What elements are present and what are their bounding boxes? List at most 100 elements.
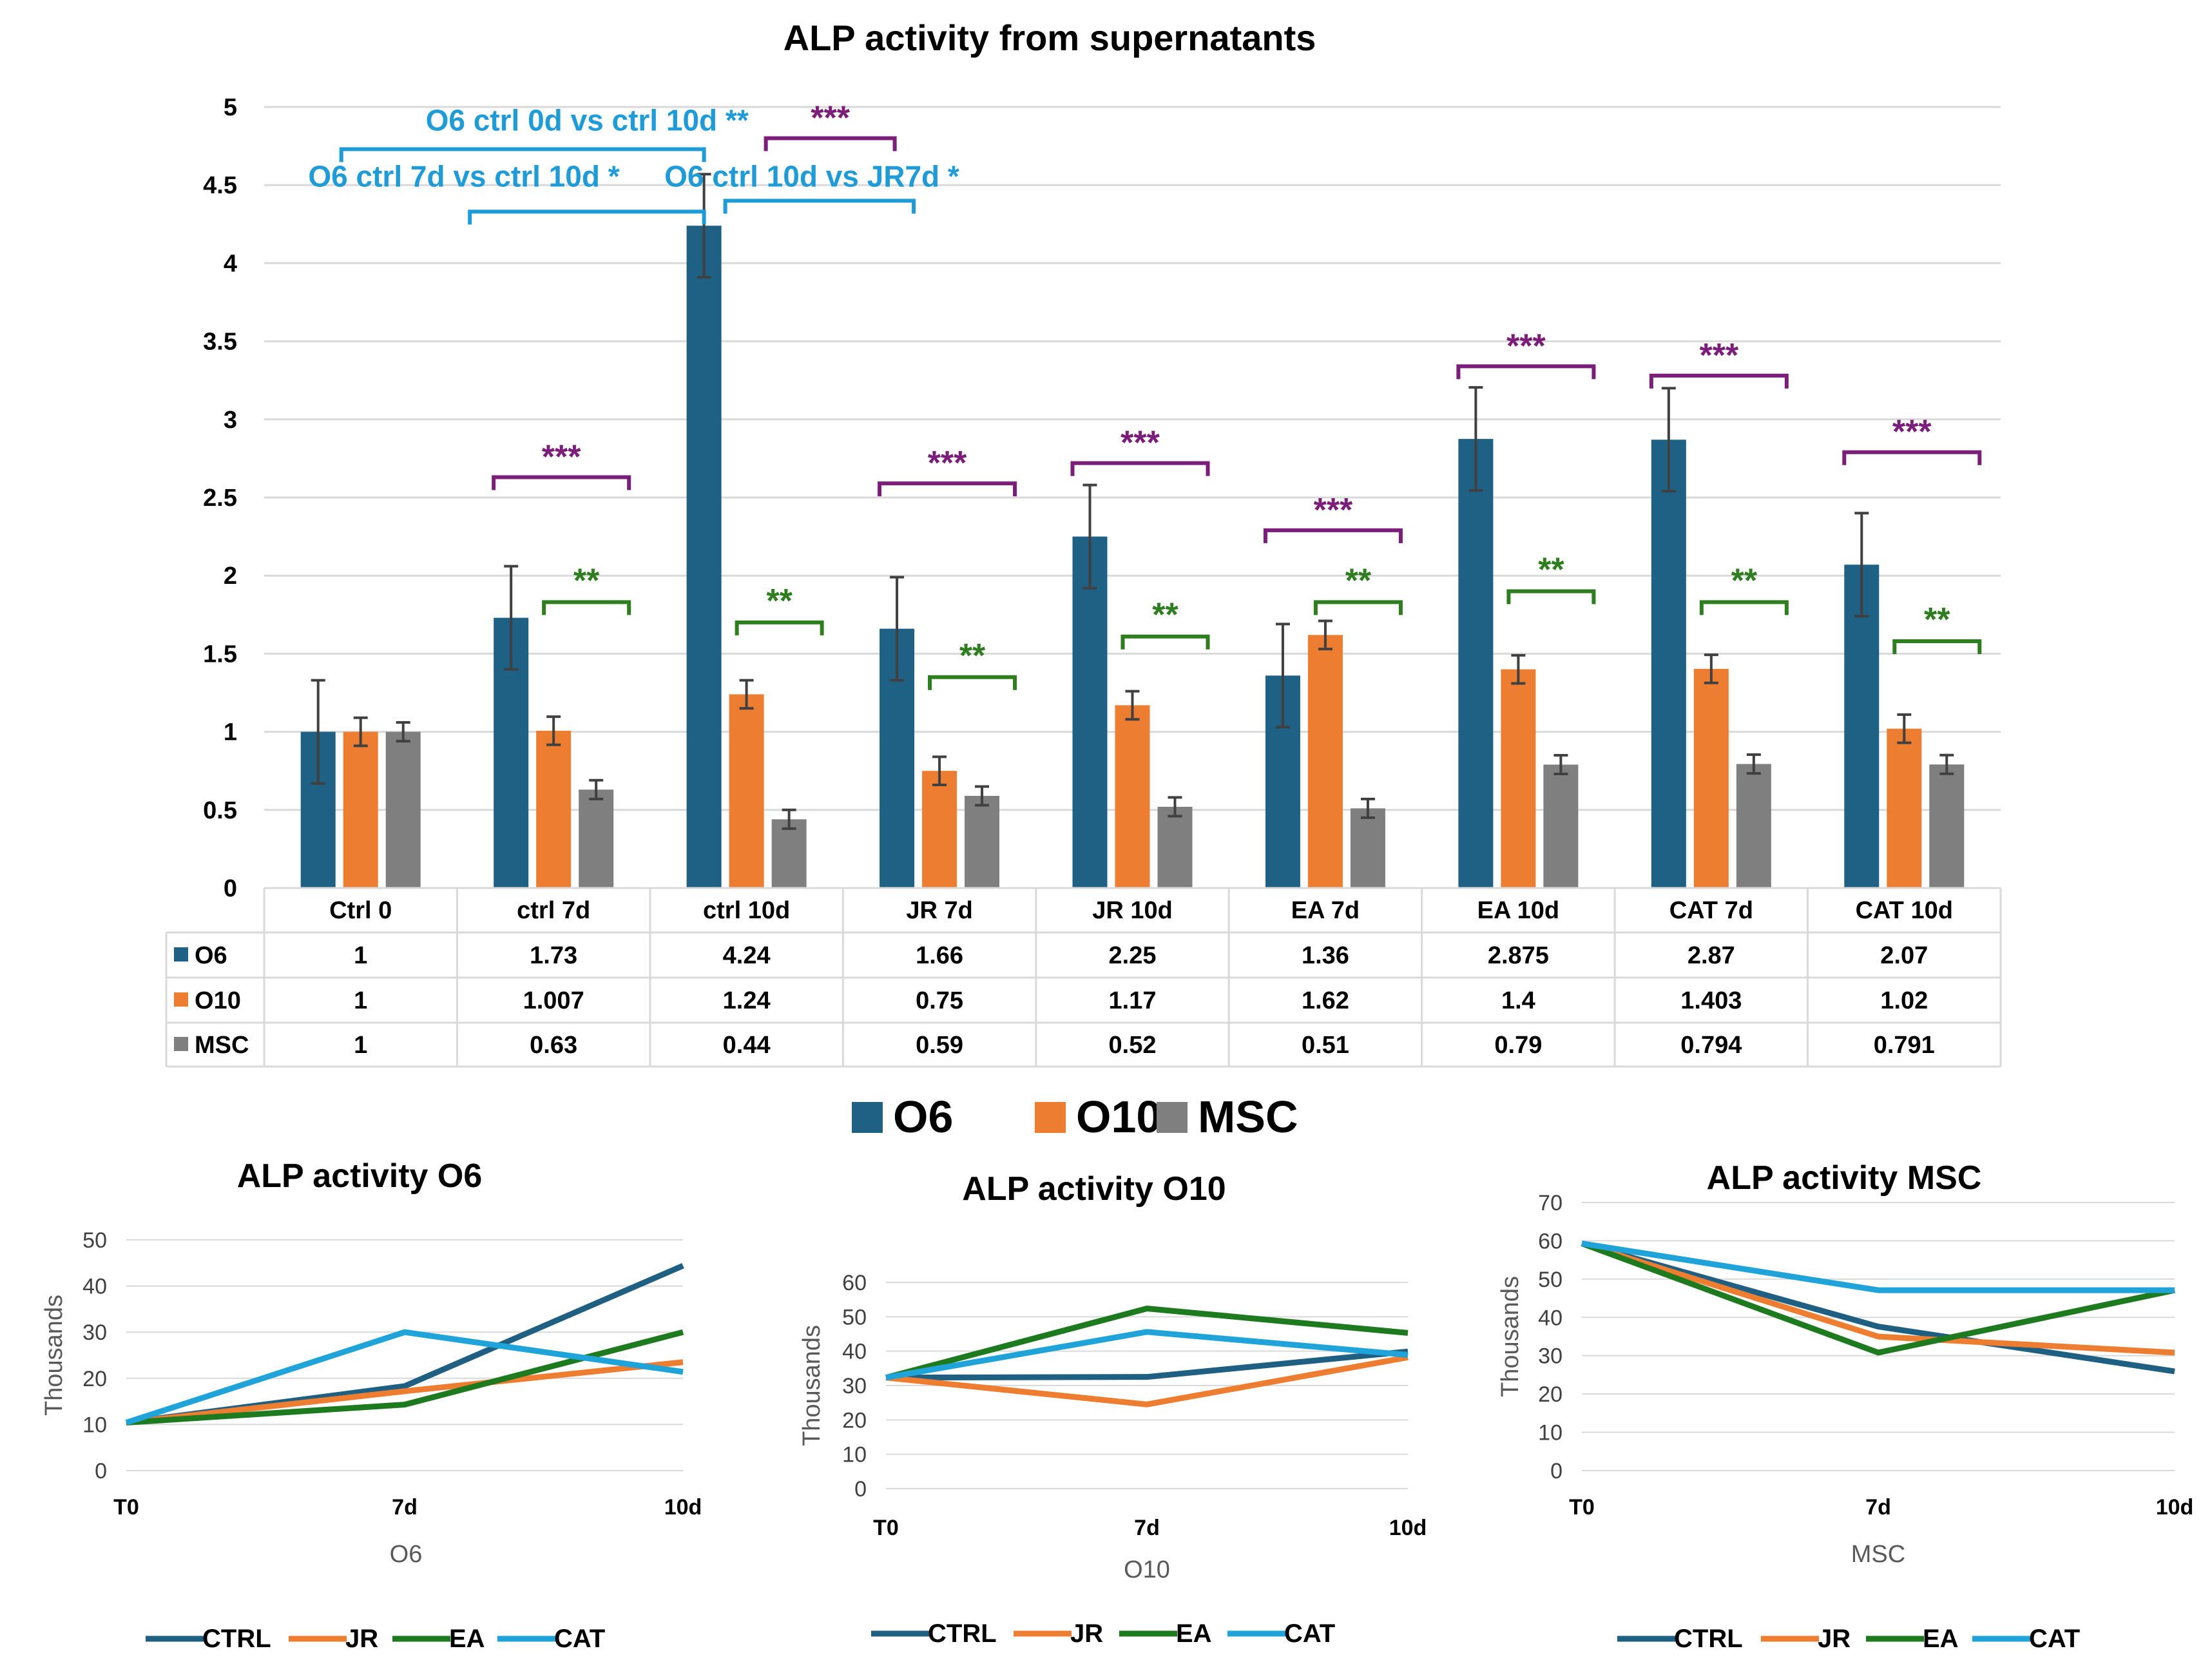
annotation--purple: *** (1263, 492, 1403, 543)
legend-label-ctrl: CTRL (1674, 1625, 1743, 1653)
annotation--purple: *** (1649, 337, 1789, 389)
legend-label-ctrl: CTRL (202, 1625, 271, 1653)
legend-label-jr: JR (1070, 1619, 1103, 1648)
bar-msc-ctrl-10d (771, 819, 807, 888)
annotation-o6-ctrl-7d-vs-ctrl-10d-blue: O6 ctrl 7d vs ctrl 10d * (308, 160, 706, 225)
error-bar-o10-cat-10d (1897, 713, 1912, 744)
error-bar-o6-cat-7d (1661, 387, 1676, 493)
line-chart-o6: ALP activity O6 0 10 20 30 40 50 T0 7d 10d O6 Thous… (41, 1157, 702, 1653)
annotation--purple: *** (878, 445, 1017, 497)
table-series-label-o10: O10 (195, 987, 241, 1014)
y-axis-label: Thousands (1497, 1276, 1524, 1397)
annotation-o6-ctrl-0d-vs-ctrl-10d-blue: O6 ctrl 0d vs ctrl 10d ** (339, 103, 749, 162)
annotation-text: *** (1892, 414, 1932, 451)
data-label-o6-cat-10d: 2.07 (1880, 942, 1928, 969)
y-tick-label: 20 (82, 1367, 107, 1391)
annotation--green: ** (542, 562, 631, 615)
main-bar-chart: ALP activity from supernatants 00.511.52… (165, 17, 2002, 1142)
legend-label-jr: JR (1818, 1625, 1851, 1653)
significance-bracket (492, 475, 631, 490)
significance-bracket (1313, 600, 1403, 615)
y-tick-label: 40 (82, 1275, 107, 1299)
annotation-o6-ctrl-10d-vs-jr7d-blue: O6 ctrl 10d vs JR7d * (664, 160, 959, 214)
error-bar-o10-jr-7d (932, 755, 947, 787)
table-series-label-o6: O6 (195, 942, 227, 969)
y-tick-label: 20 (1538, 1382, 1563, 1407)
bar-o10-ea-7d (1307, 635, 1343, 888)
error-bar-o10-cat-7d (1704, 653, 1718, 684)
y-tick-label: 3.5 (203, 329, 237, 356)
y-tick-label: 50 (82, 1228, 107, 1253)
series-line-ea (1581, 1241, 2175, 1356)
y-tick-label: 0 (224, 875, 237, 902)
significance-bracket (542, 600, 631, 615)
x-tick-label: T0 (113, 1495, 139, 1520)
significance-bracket (1649, 373, 1789, 389)
bar-msc-ctrl-7d (579, 789, 614, 888)
annotation--green: ** (1699, 562, 1789, 615)
data-label-o6-ctrl-0: 1 (354, 942, 367, 969)
y-tick-label: 50 (1538, 1268, 1563, 1292)
category-label-ea-10d: EA 10d (1477, 897, 1559, 924)
bar-msc-jr-7d (965, 795, 1000, 888)
error-bar-msc-jr-10d (1168, 796, 1182, 818)
x-axis-label: O6 (390, 1541, 423, 1568)
data-label-o6-ctrl-7d: 1.73 (530, 942, 577, 969)
legend-label-o6: O6 (893, 1092, 953, 1142)
y-tick-label: 0 (1550, 1459, 1563, 1483)
error-bar-o10-ctrl-0 (353, 716, 368, 748)
bar-msc-cat-10d (1929, 764, 1965, 888)
main-legend: O6 O10 MSC (852, 1092, 1298, 1142)
category-label-ctrl-7d: ctrl 7d (517, 897, 590, 924)
legend-swatch-o10 (1035, 1102, 1066, 1133)
significance-bracket (723, 198, 916, 214)
category-label-jr-10d: JR 10d (1092, 897, 1173, 924)
error-bar-msc-jr-7d (975, 785, 990, 807)
data-label-o6-cat-7d: 2.87 (1688, 942, 1735, 969)
data-label-o10-ctrl-7d: 1.007 (523, 987, 584, 1014)
x-tick-label: 10d (664, 1495, 702, 1520)
y-axis-label: Thousands (41, 1295, 68, 1416)
bar-o10-cat-7d (1693, 668, 1729, 888)
x-tick-label: 7d (1865, 1495, 1891, 1520)
annotation--purple: *** (1842, 414, 1982, 465)
series-line-cat (125, 1329, 684, 1425)
line-chart-title: ALP activity MSC (1707, 1159, 1982, 1197)
significance-bracket (339, 147, 706, 162)
data-label-msc-ctrl-7d: 0.63 (530, 1032, 577, 1059)
bar-o10-jr-7d (922, 771, 957, 888)
y-tick-label: 10 (1538, 1421, 1563, 1445)
significance-bracket (1506, 589, 1596, 604)
annotation-text: O6 ctrl 0d vs ctrl 10d ** (426, 103, 749, 137)
line-chart-o10: ALP activity O10 0 10 20 30 40 50 60 T0 7d 10d O10 T… (798, 1170, 1427, 1648)
annotation-text: *** (542, 438, 581, 476)
legend-label-cat: CAT (1284, 1619, 1335, 1648)
annotation--green: ** (1892, 601, 1982, 655)
error-bar-msc-cat-10d (1939, 753, 1954, 775)
error-bar-msc-cat-7d (1746, 753, 1761, 775)
error-bar-msc-ctrl-10d (782, 808, 796, 830)
y-tick-label: 40 (842, 1340, 867, 1364)
bar-o6-cat-10d (1844, 565, 1880, 888)
x-tick-label: 7d (392, 1495, 418, 1520)
category-label-ctrl-0: Ctrl 0 (329, 897, 392, 924)
legend-label-ea: EA (449, 1625, 485, 1653)
bar-o10-ea-10d (1501, 669, 1536, 888)
y-tick-label: 20 (842, 1408, 867, 1433)
data-label-msc-ctrl-10d: 0.44 (723, 1032, 771, 1059)
table-series-label-msc: MSC (195, 1032, 249, 1059)
significance-bracket (1120, 634, 1210, 650)
table-key-o10 (174, 992, 188, 1007)
legend-label-cat: CAT (554, 1625, 605, 1653)
annotation-text: *** (1506, 327, 1546, 365)
y-tick-label: 4 (224, 250, 237, 277)
bar-o10-jr-10d (1115, 705, 1150, 888)
x-tick-label: T0 (873, 1516, 899, 1540)
x-axis-label: O10 (1124, 1556, 1170, 1583)
annotation--green: ** (928, 637, 1017, 690)
data-label-msc-ea-10d: 0.79 (1494, 1032, 1542, 1059)
annotation--green: ** (735, 583, 824, 635)
significance-bracket (878, 481, 1017, 497)
bar-o6-ea-10d (1458, 439, 1494, 888)
category-label-ea-7d: EA 7d (1291, 897, 1360, 924)
